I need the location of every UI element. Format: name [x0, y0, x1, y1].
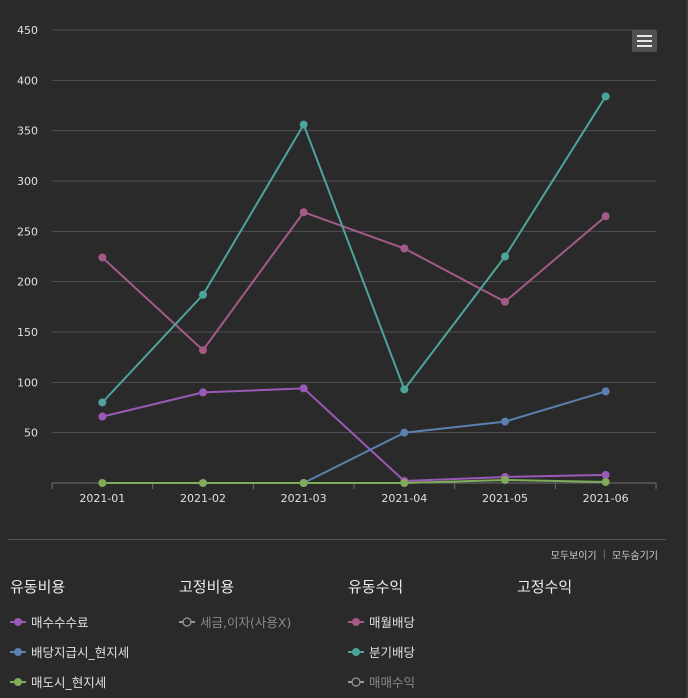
x-tick-label: 2021-03 — [281, 492, 327, 505]
series-line-1 — [303, 390, 606, 484]
data-point — [501, 297, 509, 306]
x-tick-label: 2021-02 — [180, 492, 226, 505]
legend-marker-icon — [348, 617, 364, 626]
y-tick-label: 300 — [17, 175, 38, 188]
series-line-3 — [101, 211, 607, 352]
series-line-4 — [101, 95, 607, 404]
series-line-2 — [102, 478, 606, 484]
y-tick-label: 100 — [17, 376, 38, 389]
legend-marker-icon — [348, 647, 364, 656]
data-point — [199, 290, 207, 299]
legend-item-label: 배당지급시_현지세 — [31, 645, 130, 660]
legend-marker-icon — [348, 676, 364, 687]
show-all-link[interactable]: 모두보이기 — [550, 551, 597, 562]
legend-item[interactable]: 배당지급시_현지세 — [10, 642, 129, 661]
legend-group-title: 고정비용 — [179, 578, 235, 596]
data-point — [98, 412, 107, 421]
data-point — [98, 479, 107, 487]
data-point — [601, 387, 610, 396]
x-tick-label: 2021-04 — [381, 492, 427, 505]
legend-group-title: 고정수익 — [517, 578, 573, 596]
y-tick-label: 200 — [17, 276, 38, 289]
data-point — [199, 479, 207, 487]
chart-menu-button[interactable] — [632, 30, 657, 52]
data-point — [400, 385, 409, 394]
data-points — [98, 92, 610, 487]
legend-item[interactable]: 매매수익 — [348, 672, 415, 691]
legend-group: 고정수익 — [517, 576, 572, 600]
legend-group-title: 유동비용 — [10, 578, 66, 596]
hamburger-menu-icon — [637, 35, 652, 37]
data-point — [299, 384, 308, 393]
hamburger-menu-icon-bar — [637, 45, 652, 47]
divider — [8, 539, 666, 540]
x-tick-label: 2021-06 — [583, 492, 629, 505]
legend-item-label: 매수수수료 — [31, 615, 89, 630]
legend-marker-icon — [10, 647, 26, 656]
hamburger-menu-icon-bar — [637, 40, 652, 42]
legend-item[interactable]: 매도시_현지세 — [10, 672, 106, 691]
y-tick-label: 400 — [17, 74, 38, 87]
legend-group-title: 유동수익 — [348, 578, 404, 596]
data-point — [601, 477, 610, 486]
data-point — [501, 417, 509, 426]
data-point — [98, 398, 107, 407]
y-tick-label: 150 — [17, 326, 38, 339]
legend-item[interactable]: 세금,이자(사용X) — [179, 612, 291, 631]
legend-item-label: 매도시_현지세 — [31, 675, 107, 690]
y-tick-label: 250 — [17, 225, 38, 238]
data-point — [199, 346, 207, 355]
y-tick-label: 350 — [17, 125, 38, 138]
data-point — [501, 252, 509, 261]
data-point — [601, 212, 610, 221]
series-lines — [101, 95, 607, 484]
legend-item-label: 분기배당 — [369, 645, 416, 660]
data-point — [299, 120, 308, 129]
legend-item[interactable]: 분기배당 — [348, 642, 415, 661]
legend-marker-icon — [179, 616, 195, 627]
data-point — [400, 428, 409, 437]
x-tick-label: 2021-01 — [79, 492, 125, 505]
data-point — [299, 479, 308, 487]
legend-item-label: 매매수익 — [369, 675, 416, 690]
legend-item-label: 매월배당 — [369, 615, 416, 630]
data-point — [199, 388, 207, 397]
legend-item[interactable]: 매월배당 — [348, 612, 415, 631]
data-point — [299, 208, 308, 217]
data-point — [601, 470, 610, 479]
y-tick-label: 50 — [24, 427, 38, 440]
x-tick-label: 2021-05 — [482, 492, 528, 505]
series-line-0 — [102, 387, 606, 483]
data-point — [501, 475, 509, 484]
hide-all-link[interactable]: 모두숨기기 — [612, 551, 658, 562]
y-tick-label: 450 — [17, 24, 38, 37]
legend-item[interactable]: 매수수수료 — [10, 612, 89, 631]
legend-marker-icon — [10, 617, 26, 626]
data-point — [601, 92, 610, 101]
legend-item-label: 세금,이자(사용X) — [200, 615, 292, 630]
line-chart: 50 100 150 200 250 300 350 400 450 2021-01 2021-02… — [17, 24, 657, 505]
legend-marker-icon — [10, 677, 26, 686]
data-point — [400, 244, 409, 253]
data-point — [400, 479, 409, 487]
toggle-separator: | — [602, 549, 606, 560]
data-point — [98, 253, 107, 262]
legend-toggle-row: 모두보이기 | 모두숨기기 — [551, 547, 658, 562]
